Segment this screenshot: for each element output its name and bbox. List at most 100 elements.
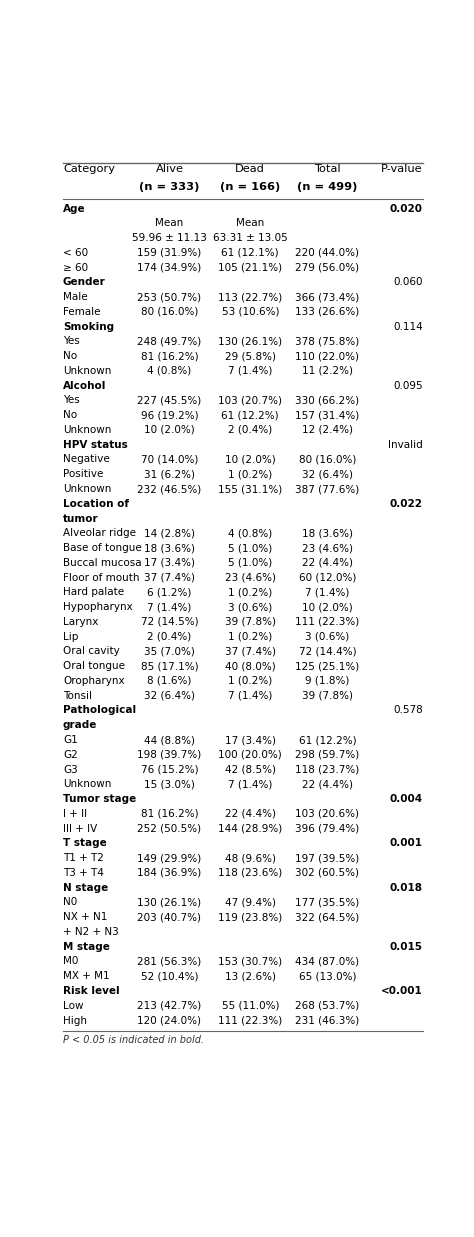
- Text: 149 (29.9%): 149 (29.9%): [137, 854, 201, 863]
- Text: 96 (19.2%): 96 (19.2%): [141, 411, 198, 421]
- Text: No: No: [63, 411, 77, 421]
- Text: 0.015: 0.015: [390, 941, 423, 951]
- Text: Pathological: Pathological: [63, 705, 136, 715]
- Text: Unknown: Unknown: [63, 484, 111, 494]
- Text: No: No: [63, 351, 77, 361]
- Text: 65 (13.0%): 65 (13.0%): [299, 971, 356, 981]
- Text: 63.31 ± 13.05: 63.31 ± 13.05: [213, 233, 288, 242]
- Text: 281 (56.3%): 281 (56.3%): [137, 956, 201, 966]
- Text: High: High: [63, 1016, 87, 1025]
- Text: 59.96 ± 11.13: 59.96 ± 11.13: [132, 233, 207, 242]
- Text: 1 (0.2%): 1 (0.2%): [228, 588, 273, 597]
- Text: 366 (73.4%): 366 (73.4%): [295, 292, 360, 302]
- Text: Negative: Negative: [63, 454, 109, 465]
- Text: 155 (31.1%): 155 (31.1%): [218, 484, 283, 494]
- Text: 5 (1.0%): 5 (1.0%): [228, 543, 273, 553]
- Text: Dead: Dead: [235, 165, 265, 174]
- Text: Base of tongue: Base of tongue: [63, 543, 142, 553]
- Text: Invalid: Invalid: [388, 439, 423, 450]
- Text: Hard palate: Hard palate: [63, 588, 124, 597]
- Text: 322 (64.5%): 322 (64.5%): [295, 912, 360, 922]
- Text: 32 (6.4%): 32 (6.4%): [144, 690, 195, 700]
- Text: 144 (28.9%): 144 (28.9%): [218, 824, 283, 834]
- Text: Unknown: Unknown: [63, 366, 111, 376]
- Text: 0.018: 0.018: [390, 883, 423, 893]
- Text: P < 0.05 is indicated in bold.: P < 0.05 is indicated in bold.: [63, 1035, 204, 1045]
- Text: 23 (4.6%): 23 (4.6%): [302, 543, 353, 553]
- Text: (n = 333): (n = 333): [139, 182, 200, 192]
- Text: Hypopharynx: Hypopharynx: [63, 602, 133, 612]
- Text: 7 (1.4%): 7 (1.4%): [228, 779, 273, 789]
- Text: III + IV: III + IV: [63, 824, 97, 834]
- Text: Gender: Gender: [63, 277, 106, 287]
- Text: 4 (0.8%): 4 (0.8%): [228, 528, 273, 538]
- Text: 248 (49.7%): 248 (49.7%): [137, 336, 201, 346]
- Text: T3 + T4: T3 + T4: [63, 868, 104, 878]
- Text: 1 (0.2%): 1 (0.2%): [228, 469, 273, 479]
- Text: 39 (7.8%): 39 (7.8%): [302, 690, 353, 700]
- Text: Female: Female: [63, 307, 100, 317]
- Text: 61 (12.2%): 61 (12.2%): [299, 735, 356, 745]
- Text: 177 (35.5%): 177 (35.5%): [295, 897, 360, 908]
- Text: Oropharynx: Oropharynx: [63, 675, 125, 687]
- Text: 17 (3.4%): 17 (3.4%): [225, 735, 276, 745]
- Text: N stage: N stage: [63, 883, 108, 893]
- Text: Alveolar ridge: Alveolar ridge: [63, 528, 136, 538]
- Text: 81 (16.2%): 81 (16.2%): [141, 809, 198, 819]
- Text: 48 (9.6%): 48 (9.6%): [225, 854, 276, 863]
- Text: 0.578: 0.578: [393, 705, 423, 715]
- Text: 198 (39.7%): 198 (39.7%): [137, 750, 201, 760]
- Text: 7 (1.4%): 7 (1.4%): [228, 366, 273, 376]
- Text: Larynx: Larynx: [63, 617, 98, 627]
- Text: Low: Low: [63, 1001, 83, 1011]
- Text: <0.001: <0.001: [381, 986, 423, 996]
- Text: 118 (23.7%): 118 (23.7%): [295, 764, 360, 774]
- Text: 44 (8.8%): 44 (8.8%): [144, 735, 195, 745]
- Text: 298 (59.7%): 298 (59.7%): [295, 750, 360, 760]
- Text: 378 (75.8%): 378 (75.8%): [295, 336, 360, 346]
- Text: tumor: tumor: [63, 513, 99, 523]
- Text: 32 (6.4%): 32 (6.4%): [302, 469, 353, 479]
- Text: 8 (1.6%): 8 (1.6%): [147, 675, 191, 687]
- Text: 10 (2.0%): 10 (2.0%): [144, 426, 195, 435]
- Text: MX + M1: MX + M1: [63, 971, 109, 981]
- Text: 22 (4.4%): 22 (4.4%): [302, 558, 353, 568]
- Text: Location of: Location of: [63, 499, 129, 508]
- Text: 153 (30.7%): 153 (30.7%): [218, 956, 283, 966]
- Text: 110 (22.0%): 110 (22.0%): [295, 351, 359, 361]
- Text: 100 (20.0%): 100 (20.0%): [219, 750, 282, 760]
- Text: 7 (1.4%): 7 (1.4%): [147, 602, 191, 612]
- Text: 29 (5.8%): 29 (5.8%): [225, 351, 276, 361]
- Text: Age: Age: [63, 204, 85, 214]
- Text: 330 (66.2%): 330 (66.2%): [295, 396, 359, 406]
- Text: 9 (1.8%): 9 (1.8%): [305, 675, 350, 687]
- Text: Yes: Yes: [63, 336, 80, 346]
- Text: Risk level: Risk level: [63, 986, 119, 996]
- Text: 268 (53.7%): 268 (53.7%): [295, 1001, 360, 1011]
- Text: G1: G1: [63, 735, 78, 745]
- Text: 80 (16.0%): 80 (16.0%): [299, 454, 356, 465]
- Text: Floor of mouth: Floor of mouth: [63, 573, 139, 583]
- Text: N0: N0: [63, 897, 77, 908]
- Text: 105 (21.1%): 105 (21.1%): [218, 262, 283, 272]
- Text: 231 (46.3%): 231 (46.3%): [295, 1016, 360, 1025]
- Text: 3 (0.6%): 3 (0.6%): [305, 632, 349, 642]
- Text: 11 (2.2%): 11 (2.2%): [302, 366, 353, 376]
- Text: Oral tongue: Oral tongue: [63, 662, 125, 672]
- Text: 81 (16.2%): 81 (16.2%): [141, 351, 198, 361]
- Text: 39 (7.8%): 39 (7.8%): [225, 617, 276, 627]
- Text: 70 (14.0%): 70 (14.0%): [141, 454, 198, 465]
- Text: Positive: Positive: [63, 469, 103, 479]
- Text: M0: M0: [63, 956, 78, 966]
- Text: 103 (20.6%): 103 (20.6%): [295, 809, 359, 819]
- Text: 396 (79.4%): 396 (79.4%): [295, 824, 360, 834]
- Text: 203 (40.7%): 203 (40.7%): [137, 912, 201, 922]
- Text: 2 (0.4%): 2 (0.4%): [228, 426, 273, 435]
- Text: 118 (23.6%): 118 (23.6%): [218, 868, 283, 878]
- Text: 7 (1.4%): 7 (1.4%): [305, 588, 350, 597]
- Text: 387 (77.6%): 387 (77.6%): [295, 484, 360, 494]
- Text: G2: G2: [63, 750, 78, 760]
- Text: ≥ 60: ≥ 60: [63, 262, 88, 272]
- Text: 55 (11.0%): 55 (11.0%): [221, 1001, 279, 1011]
- Text: 17 (3.4%): 17 (3.4%): [144, 558, 195, 568]
